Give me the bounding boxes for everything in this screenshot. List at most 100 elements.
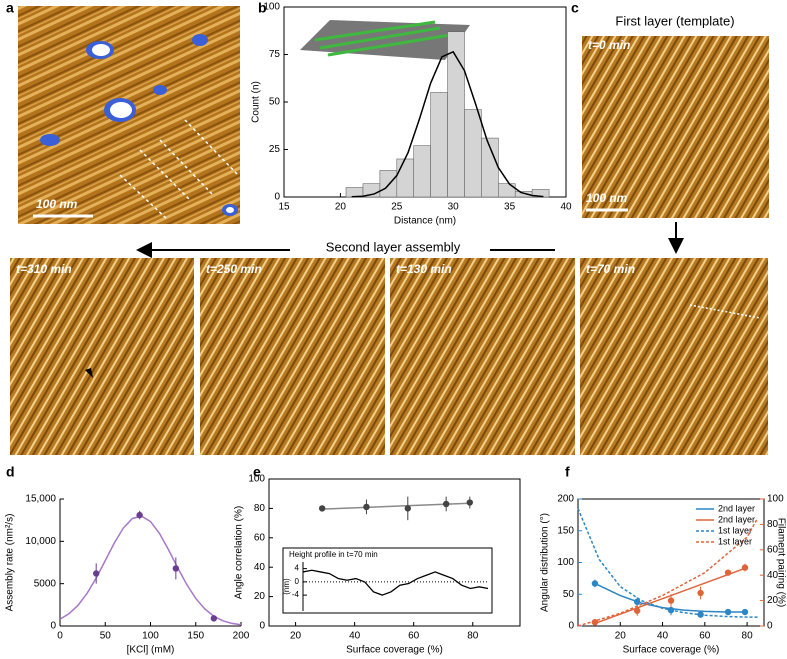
legend-label: 2nd layer bbox=[718, 503, 755, 513]
x-tick-label: 60 bbox=[408, 631, 420, 642]
white-spots bbox=[92, 44, 234, 213]
fit-curve bbox=[59, 515, 242, 626]
y-tick-label: 20 bbox=[254, 591, 266, 602]
x-axis-label: [KCl] (mM) bbox=[127, 645, 175, 656]
y-axis-label: (nm) bbox=[282, 578, 291, 595]
y-axis-label: Angle correlation (%) bbox=[234, 506, 245, 599]
x-tick-label: 20 bbox=[615, 631, 627, 642]
x-tick-label: 15 bbox=[278, 202, 290, 213]
y2-tick-label: 40 bbox=[767, 570, 779, 581]
y-tick-label: 40 bbox=[254, 562, 266, 573]
x-tick-label: 150 bbox=[187, 631, 204, 642]
x-axis-label: Distance (nm) bbox=[394, 216, 456, 227]
arrowhead bbox=[85, 368, 93, 378]
frame-time: t=70 min bbox=[586, 262, 635, 276]
point bbox=[591, 580, 599, 587]
x-tick-label: 50 bbox=[100, 631, 112, 642]
x-tick-label: 200 bbox=[233, 631, 250, 642]
point bbox=[318, 505, 326, 512]
frame-time: t=0 min bbox=[588, 38, 630, 52]
point bbox=[404, 505, 411, 512]
x-tick-label: 0 bbox=[57, 631, 63, 642]
dashed-line bbox=[577, 517, 759, 627]
x-tick-label: 60 bbox=[699, 631, 711, 642]
point bbox=[724, 569, 732, 576]
y2-tick-label: 100 bbox=[767, 494, 784, 505]
y-tick-label: 25 bbox=[269, 144, 281, 155]
y-tick-label: 0 bbox=[568, 621, 574, 632]
y-tick-label: 4 bbox=[295, 564, 300, 573]
y-tick-label: 0 bbox=[274, 192, 280, 203]
dashed-guides bbox=[119, 119, 238, 221]
y-tick-label: 200 bbox=[557, 494, 574, 505]
point bbox=[741, 564, 749, 571]
hist-bar bbox=[464, 109, 482, 198]
x-tick-label: 100 bbox=[142, 631, 159, 642]
panel-label: c bbox=[571, 0, 579, 16]
point bbox=[93, 570, 100, 577]
afm-frame bbox=[10, 258, 194, 455]
point bbox=[633, 607, 641, 614]
profile-line bbox=[302, 569, 489, 596]
point bbox=[172, 565, 180, 572]
y2-axis-label: Filament pairing (%) bbox=[775, 518, 786, 607]
y-tick-label: -4 bbox=[292, 590, 300, 599]
y-tick-label: 80 bbox=[254, 503, 266, 514]
y-tick-label: 150 bbox=[557, 525, 574, 536]
afm-image-c bbox=[582, 36, 769, 218]
panel-label: e bbox=[253, 464, 261, 480]
y-tick-label: 0 bbox=[50, 621, 56, 632]
y2-tick-label: 60 bbox=[767, 544, 779, 555]
x-axis-label: Surface coverage (%) bbox=[623, 645, 720, 656]
afm-frame bbox=[200, 258, 385, 455]
frame-time: t=130 min bbox=[396, 262, 452, 276]
y-axis-label: Count (n) bbox=[251, 81, 262, 123]
x-tick-label: 40 bbox=[657, 631, 669, 642]
schematic-filaments bbox=[314, 20, 451, 57]
y2-tick-label: 80 bbox=[767, 519, 779, 530]
scale-label: 100 nm bbox=[36, 197, 78, 211]
y-tick-label: 0 bbox=[295, 577, 300, 586]
point bbox=[442, 500, 450, 508]
frame-time: t=250 min bbox=[206, 262, 262, 276]
inset-title: Height profile in t=70 min bbox=[289, 550, 378, 559]
y-tick-label: 75 bbox=[269, 49, 281, 60]
afm-frame bbox=[390, 258, 575, 455]
point bbox=[667, 597, 675, 604]
hist-bar bbox=[396, 158, 415, 198]
panel-label: a bbox=[6, 0, 14, 16]
arrow-label: Second layer assembly bbox=[326, 239, 461, 254]
y-axis-label: Angular distribution (°) bbox=[540, 513, 551, 612]
hist-bar bbox=[430, 92, 448, 198]
x-tick-label: 25 bbox=[391, 202, 403, 213]
point bbox=[724, 608, 732, 616]
y-axis-label: Assembly rate (nm²/s) bbox=[5, 514, 16, 612]
hist-bar bbox=[413, 145, 431, 198]
point bbox=[210, 615, 218, 622]
y-tick-label: 10,000 bbox=[25, 536, 56, 547]
plot-frame bbox=[268, 478, 521, 627]
panel-label: b bbox=[258, 0, 267, 16]
x-tick-label: 20 bbox=[290, 631, 302, 642]
legend-label: 1st layer bbox=[718, 525, 752, 535]
y2-tick-label: 0 bbox=[767, 621, 773, 632]
inset-box bbox=[282, 547, 493, 614]
dashed-line bbox=[577, 508, 758, 618]
legend-label: 1st layer bbox=[718, 536, 752, 546]
x-tick-label: 20 bbox=[335, 202, 347, 213]
y-tick-label: 100 bbox=[248, 474, 265, 485]
scale-label: 100 nm bbox=[586, 191, 628, 205]
y-tick-label: 100 bbox=[557, 557, 574, 568]
point bbox=[741, 608, 749, 616]
point bbox=[363, 503, 370, 511]
y-tick-label: 60 bbox=[254, 532, 266, 543]
panel-label: d bbox=[6, 464, 15, 480]
y-tick-label: 0 bbox=[259, 621, 265, 632]
legend-label: 2nd layer bbox=[718, 514, 755, 524]
x-tick-label: 40 bbox=[560, 202, 572, 213]
panel-label: f bbox=[565, 464, 570, 480]
x-tick-label: 80 bbox=[467, 631, 479, 642]
x-tick-label: 30 bbox=[448, 202, 460, 213]
point bbox=[697, 589, 704, 597]
